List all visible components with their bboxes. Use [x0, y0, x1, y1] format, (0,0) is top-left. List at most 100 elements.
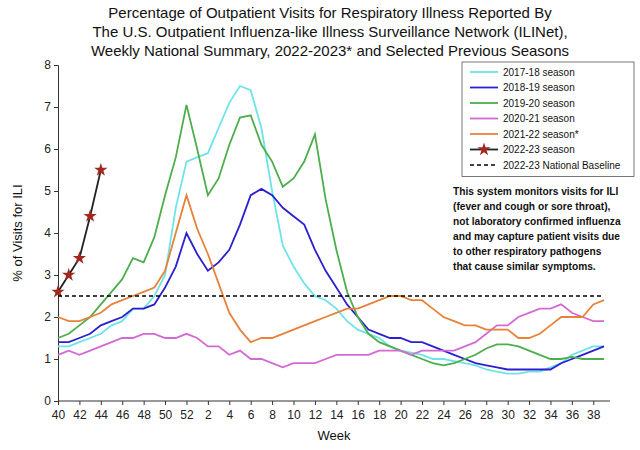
x-axis-title: Week — [318, 428, 351, 443]
tick-label: 30 — [501, 408, 515, 422]
annotation: This system monitors visits for ILI (feve… — [453, 186, 621, 272]
tick-label: 36 — [566, 408, 580, 422]
tick-mark — [251, 401, 252, 405]
series-line — [58, 170, 101, 292]
tick-mark — [229, 401, 230, 405]
tick-label: 44 — [95, 408, 109, 422]
x-tick: 34 — [544, 401, 558, 422]
x-tick: 44 — [95, 401, 109, 422]
tick-mark — [54, 359, 58, 360]
y-axis-title: % of Visits for ILI — [10, 184, 25, 281]
tick-mark — [101, 401, 102, 405]
tick-mark — [272, 401, 273, 405]
x-tick: 10 — [287, 401, 301, 422]
tick-label: 3 — [44, 268, 51, 282]
tick-label: 14 — [330, 408, 344, 422]
tick-label: 6 — [44, 142, 51, 156]
tick-label: 38 — [587, 408, 601, 422]
title-line: Percentage of Outpatient Visits for Resp… — [108, 4, 552, 21]
axis-line — [54, 66, 59, 402]
tick-mark — [54, 275, 58, 276]
axis-line — [58, 401, 610, 402]
y-tick: 1 — [44, 352, 58, 366]
y-tick: 3 — [44, 268, 58, 282]
x-tick: 40 — [52, 401, 66, 422]
tick-label: 2 — [205, 408, 212, 422]
tick-mark — [465, 401, 466, 405]
x-tick: 36 — [566, 401, 580, 422]
legend-swatch — [470, 118, 498, 120]
legend-swatch — [470, 102, 498, 104]
tick-mark — [79, 401, 80, 405]
annotation-line: that cause similar symptoms. — [453, 261, 596, 272]
y-tick: 4 — [44, 226, 58, 240]
y-tick: 2 — [44, 310, 58, 324]
legend-swatch — [470, 164, 498, 165]
tick-label: 22 — [416, 408, 430, 422]
tick-label: 24 — [437, 408, 451, 422]
legend-box — [462, 62, 634, 177]
legend-label: 2021-22 season* — [503, 129, 579, 140]
x-tick: 52 — [180, 401, 194, 422]
x-axis: 4042444648505224681012141618202224262830… — [52, 401, 610, 422]
tick-mark — [379, 401, 380, 405]
x-tick: 14 — [330, 401, 344, 422]
x-tick: 46 — [116, 401, 130, 422]
tick-mark — [593, 401, 594, 405]
y-tick: 8 — [44, 58, 58, 72]
tick-label: 26 — [459, 408, 473, 422]
title-line: The U.S. Outpatient Influenza-like Illne… — [92, 23, 567, 40]
tick-label: 7 — [44, 100, 51, 114]
x-tick: 12 — [309, 401, 323, 422]
x-tick: 28 — [480, 401, 494, 422]
tick-label: 34 — [544, 408, 558, 422]
x-tick: 42 — [73, 401, 87, 422]
tick-mark — [443, 401, 444, 405]
tick-label: 4 — [226, 408, 233, 422]
tick-mark — [54, 107, 58, 108]
tick-mark — [58, 401, 59, 405]
plot-area — [51, 86, 604, 374]
tick-mark — [315, 401, 316, 405]
tick-mark — [336, 401, 337, 405]
annotation-line: not laboratory confirmed influenza — [453, 216, 621, 227]
x-tick: 20 — [394, 401, 408, 422]
tick-mark — [401, 401, 402, 405]
tick-mark — [208, 401, 209, 405]
x-tick: 24 — [437, 401, 451, 422]
title: Percentage of Outpatient Visits for Resp… — [91, 4, 569, 59]
tick-label: 16 — [352, 408, 366, 422]
series-line — [58, 295, 604, 296]
y-axis: 012345678 — [44, 58, 58, 408]
tick-label: 4 — [44, 226, 51, 240]
tick-mark — [508, 401, 509, 405]
tick-label: 12 — [309, 408, 323, 422]
title-line: Weekly National Summary, 2022-2023* and … — [91, 42, 569, 59]
tick-label: 50 — [159, 408, 173, 422]
legend-label: 2020-21 season — [503, 113, 575, 124]
tick-mark — [54, 233, 58, 234]
series-marker — [94, 163, 107, 176]
tick-mark — [486, 401, 487, 405]
chart: Percentage of Outpatient Visits for Resp… — [0, 0, 640, 450]
x-tick: 50 — [159, 401, 173, 422]
tick-label: 40 — [52, 408, 66, 422]
annotation-line: This system monitors visits for ILI — [453, 186, 618, 197]
tick-label: 1 — [44, 352, 51, 366]
tick-label: 6 — [248, 408, 255, 422]
series-marker — [62, 268, 75, 281]
tick-mark — [54, 401, 58, 402]
series-marker — [73, 251, 86, 264]
tick-mark — [122, 401, 123, 405]
tick-mark — [144, 401, 145, 405]
x-tick: 32 — [523, 401, 537, 422]
tick-label: 28 — [480, 408, 494, 422]
x-tick: 26 — [459, 401, 473, 422]
legend-label: 2017-18 season — [503, 67, 575, 78]
legend-swatch — [470, 71, 498, 73]
y-tick: 0 — [44, 394, 58, 408]
tick-label: 18 — [373, 408, 387, 422]
annotation-line: (fever and cough or sore throat), — [453, 201, 611, 212]
x-tick: 8 — [269, 401, 276, 422]
annotation-line: and may capture patient visits due — [453, 231, 620, 242]
